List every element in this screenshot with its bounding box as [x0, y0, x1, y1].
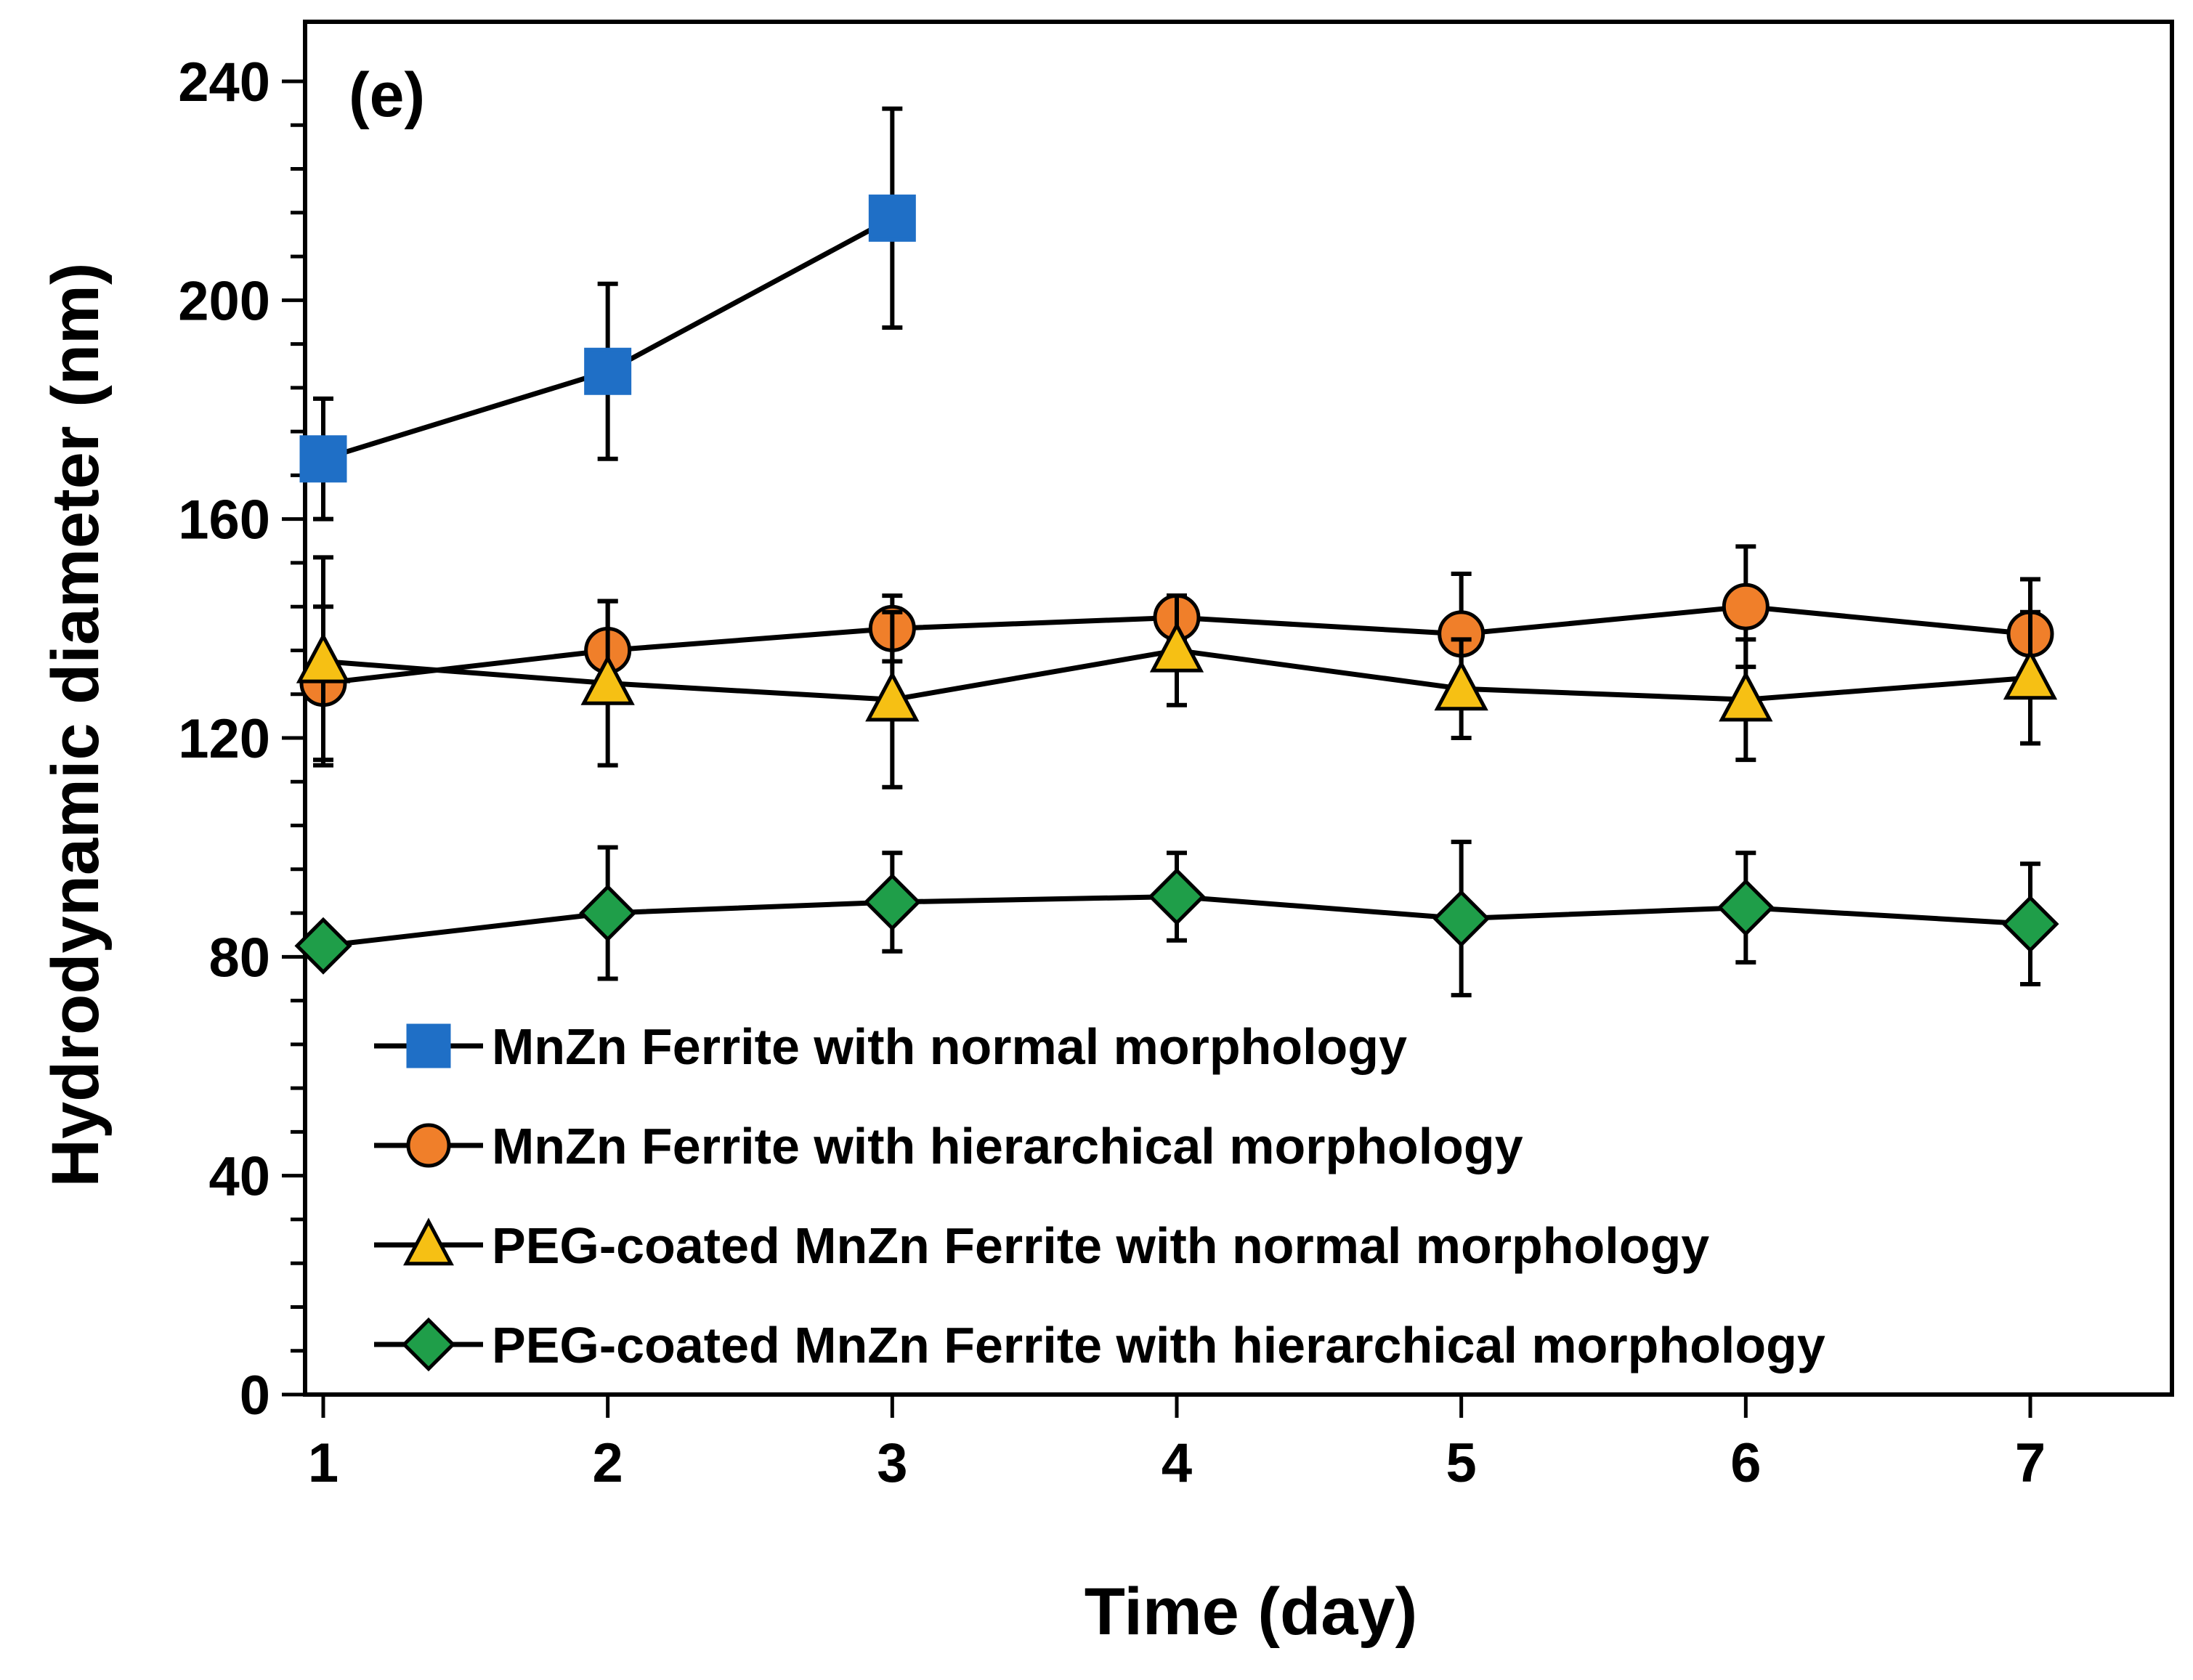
y-tick-label: 80	[208, 927, 270, 989]
legend-label: MnZn Ferrite with normal morphology	[492, 1018, 1407, 1075]
x-tick-label: 1	[308, 1432, 339, 1494]
legend-item: MnZn Ferrite with hierarchical morpholog…	[374, 1118, 1523, 1174]
data-point	[1722, 583, 1770, 630]
legend-marker	[406, 1023, 451, 1068]
y-tick-label: 40	[208, 1146, 270, 1208]
plot-border	[303, 20, 2174, 1397]
y-axis-title: Hydrodynamic diameter (nm)	[38, 263, 113, 1188]
data-point	[294, 917, 352, 975]
data-point	[1149, 621, 1204, 673]
data-point	[1716, 878, 1775, 937]
series-peg-coated-mnzn-ferrite-with-hierarchical-morphology	[294, 840, 2059, 998]
x-tick-label: 2	[593, 1432, 623, 1494]
data-point	[579, 884, 637, 942]
y-tick-label: 0	[240, 1365, 270, 1427]
x-tick-label: 3	[877, 1432, 907, 1494]
data-point	[2001, 895, 2059, 953]
data-point	[865, 670, 920, 722]
data-point	[1434, 660, 1488, 711]
data-point	[1719, 670, 1773, 722]
legend-marker	[406, 1123, 451, 1168]
data-point	[1148, 867, 1206, 926]
plot-frame	[303, 20, 2174, 1397]
legend: MnZn Ferrite with normal morphology MnZn …	[374, 1018, 1825, 1373]
x-tick-label: 6	[1730, 1432, 1761, 1494]
data-point	[580, 654, 635, 705]
x-tick-label: 5	[1446, 1432, 1477, 1494]
y-tick-label: 120	[178, 708, 270, 770]
data-point	[863, 873, 921, 931]
legend-label: PEG-coated MnZn Ferrite with hierarchica…	[492, 1317, 1825, 1373]
legend-marker	[401, 1317, 456, 1372]
legend-item: PEG-coated MnZn Ferrite with normal morp…	[374, 1217, 1709, 1274]
data-point	[299, 435, 347, 483]
axes: 0 40 80 120 160 200 240 1 2 3 4 5 6 7	[178, 52, 2046, 1494]
x-tick-label: 7	[2015, 1432, 2046, 1494]
data-point	[868, 194, 916, 242]
y-tick-label: 160	[178, 490, 270, 551]
panel-label: (e)	[349, 60, 425, 130]
series-layer	[294, 106, 2059, 998]
data-point	[1432, 890, 1491, 948]
y-tick-label: 240	[178, 52, 270, 113]
data-point	[584, 347, 632, 395]
data-point	[2003, 649, 2058, 700]
series-mnzn-ferrite-with-normal-morphology	[299, 106, 916, 522]
data-point	[296, 632, 351, 683]
legend-label: PEG-coated MnZn Ferrite with normal morp…	[492, 1217, 1709, 1274]
legend-label: MnZn Ferrite with hierarchical morpholog…	[492, 1118, 1523, 1174]
y-tick-label: 200	[178, 270, 270, 332]
x-axis-title: Time (day)	[1085, 1575, 1417, 1649]
legend-item: PEG-coated MnZn Ferrite with hierarchica…	[374, 1317, 1825, 1373]
x-tick-label: 4	[1162, 1432, 1192, 1494]
legend-marker	[403, 1217, 454, 1266]
legend-item: MnZn Ferrite with normal morphology	[374, 1018, 1407, 1075]
series-peg-coated-mnzn-ferrite-with-normal-morphology	[296, 555, 2058, 790]
